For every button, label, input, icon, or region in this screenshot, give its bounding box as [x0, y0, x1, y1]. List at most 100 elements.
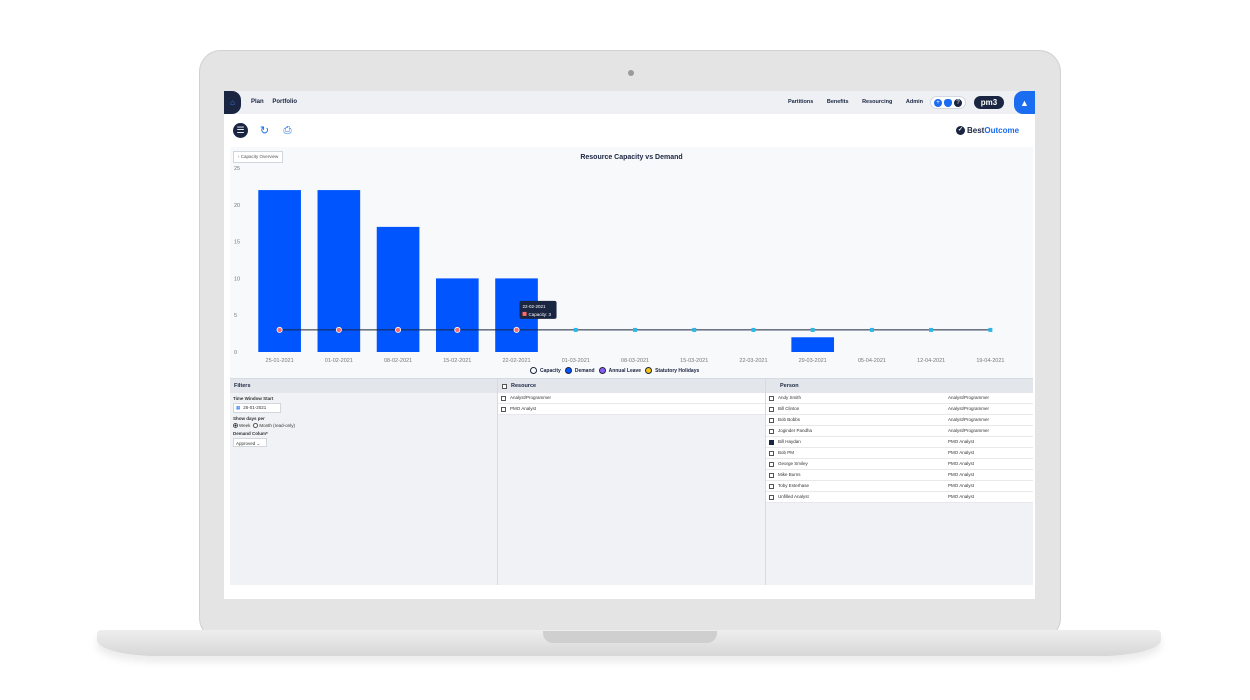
demand-bar[interactable]	[258, 190, 301, 352]
table-row[interactable]: Andy Smith Analyst/Programmer	[766, 393, 1033, 404]
nav-left: Plan Portfolio	[251, 99, 304, 105]
demand-column-select[interactable]: Approved ⌄	[233, 438, 267, 447]
capacity-point[interactable]	[276, 326, 283, 333]
resource-select-all-checkbox[interactable]	[502, 383, 507, 389]
checkbox[interactable]	[769, 450, 774, 456]
check-icon: ✓	[956, 126, 965, 135]
tooltip-swatch	[522, 311, 527, 316]
nav-portfolio[interactable]: Portfolio	[272, 99, 298, 105]
capacity-point[interactable]	[395, 326, 402, 333]
person-role: Analyst/Programmer	[948, 395, 990, 400]
time-window-input[interactable]: ▦ 25-01-2021	[233, 403, 281, 413]
demand-bar[interactable]	[435, 278, 479, 352]
legend-swatch	[598, 367, 606, 374]
legend-label: Capacity	[540, 367, 561, 374]
capacity-point[interactable]	[692, 327, 697, 332]
chevron-down-icon: ⌄	[256, 441, 261, 446]
refresh-icon[interactable]: ↻	[259, 125, 270, 137]
table-row[interactable]: Bill Clinton Analyst/Programmer	[766, 404, 1033, 415]
back-button[interactable]: ‹ Capacity Overview	[233, 151, 284, 163]
table-row[interactable]: Bob Bobbs Analyst/Programmer	[766, 415, 1033, 426]
legend-item-demand[interactable]: Demand	[564, 367, 595, 374]
legend-swatch	[530, 367, 537, 374]
tooltip-box	[519, 300, 557, 319]
nav-partitions[interactable]: Partitions	[787, 99, 814, 105]
person-role: Analyst/Programmer	[948, 417, 990, 422]
checkbox[interactable]	[769, 472, 774, 478]
capacity-point[interactable]	[335, 326, 342, 333]
checkbox[interactable]	[769, 483, 774, 489]
legend-item-statutory-holidays[interactable]: Statutory Holidays	[645, 367, 699, 374]
x-tick-label: 22-02-2021	[502, 358, 530, 364]
brand-suffix: Outcome	[984, 126, 1020, 135]
demand-bar[interactable]	[376, 226, 420, 352]
pm3-logo[interactable]: pm3	[974, 96, 1004, 109]
nav-resourcing[interactable]: Resourcing	[862, 99, 893, 105]
nav-admin[interactable]: Admin	[905, 99, 923, 105]
capacity-point[interactable]	[810, 327, 815, 332]
checkbox[interactable]	[769, 406, 774, 412]
table-row[interactable]: Toby Esterhase PMO Analyst	[766, 481, 1033, 492]
toolbar: ☰ ↻ ⎙ ✓ Best Outcome	[224, 114, 1035, 147]
menu-icon[interactable]: ☰	[233, 123, 248, 138]
checkbox[interactable]	[769, 439, 774, 445]
checkbox[interactable]	[769, 395, 774, 401]
nav-benefits[interactable]: Benefits	[826, 99, 849, 105]
checkbox[interactable]	[769, 428, 774, 434]
table-row[interactable]: Unfilled Analyst PMO Analyst	[766, 492, 1033, 503]
tooltip-date: 22-02-2021	[523, 304, 547, 309]
capacity-point[interactable]	[869, 327, 874, 332]
capacity-point[interactable]	[988, 327, 993, 332]
table-row[interactable]: Bill Haydan PMO Analyst	[766, 437, 1033, 448]
legend-label: Annual Leave	[608, 367, 642, 374]
capacity-point[interactable]	[573, 327, 578, 332]
resource-title: Resource	[511, 383, 537, 389]
person-role: PMO Analyst	[948, 461, 975, 466]
legend-item-capacity[interactable]: Capacity	[530, 367, 561, 374]
table-row[interactable]: George Smiley PMO Analyst	[766, 459, 1033, 470]
chart-title: Resource Capacity vs Demand	[580, 154, 683, 161]
checkbox[interactable]	[769, 417, 774, 423]
list-item[interactable]: PMO Analyst	[498, 404, 765, 415]
person-role: PMO Analyst	[948, 439, 975, 444]
table-row[interactable]: Mike Burns PMO Analyst	[766, 470, 1033, 481]
show-days-radio-group: Week Month (read-only)	[233, 423, 497, 428]
laptop-notch	[543, 631, 717, 643]
y-tick-label: 15	[234, 240, 240, 246]
x-tick-label: 05-04-2021	[858, 358, 886, 364]
demand-bar[interactable]	[791, 337, 835, 352]
table-row[interactable]: Joginder Pandha Analyst/Programmer	[766, 426, 1033, 437]
person-name: Toby Esterhase	[778, 483, 810, 488]
legend-item-annual-leave[interactable]: Annual Leave	[598, 367, 642, 374]
x-tick-label: 08-02-2021	[384, 358, 412, 364]
capacity-point[interactable]	[513, 326, 520, 333]
checkbox[interactable]	[501, 395, 506, 401]
brand-logo: ✓ Best Outcome	[956, 126, 1019, 135]
x-tick-label: 12-04-2021	[917, 358, 945, 364]
nav-plan[interactable]: Plan	[251, 99, 264, 105]
table-row[interactable]: Bob PM PMO Analyst	[766, 448, 1033, 459]
y-tick-label: 20	[234, 203, 240, 209]
radio-week[interactable]	[233, 423, 238, 428]
bell-icon[interactable]: ▲	[1014, 91, 1035, 114]
plus-icon[interactable]: +	[934, 98, 942, 107]
print-icon[interactable]: ⎙	[283, 125, 292, 136]
checkbox[interactable]	[769, 494, 774, 500]
help-icon[interactable]: ?	[954, 98, 962, 107]
checkbox[interactable]	[501, 406, 506, 412]
capacity-point[interactable]	[751, 327, 756, 332]
demand-column-label: Demand Colum*	[233, 431, 268, 436]
demand-bar[interactable]	[317, 190, 361, 352]
capacity-point[interactable]	[454, 326, 461, 333]
capacity-point[interactable]	[929, 327, 934, 332]
chart-legend: Capacity Demand Annual Leave Statutory H…	[530, 367, 703, 374]
radio-month[interactable]	[253, 423, 259, 428]
person-name: Joginder Pandha	[778, 428, 813, 433]
capacity-point[interactable]	[633, 327, 637, 332]
time-window-value: 25-01-2021	[243, 405, 267, 410]
user-icon[interactable]	[944, 98, 952, 107]
checkbox[interactable]	[769, 461, 774, 467]
person-role: Analyst/Programmer	[948, 406, 990, 411]
list-item[interactable]: Analyst/Programmer	[498, 393, 765, 404]
home-icon[interactable]: ⌂	[224, 91, 241, 114]
